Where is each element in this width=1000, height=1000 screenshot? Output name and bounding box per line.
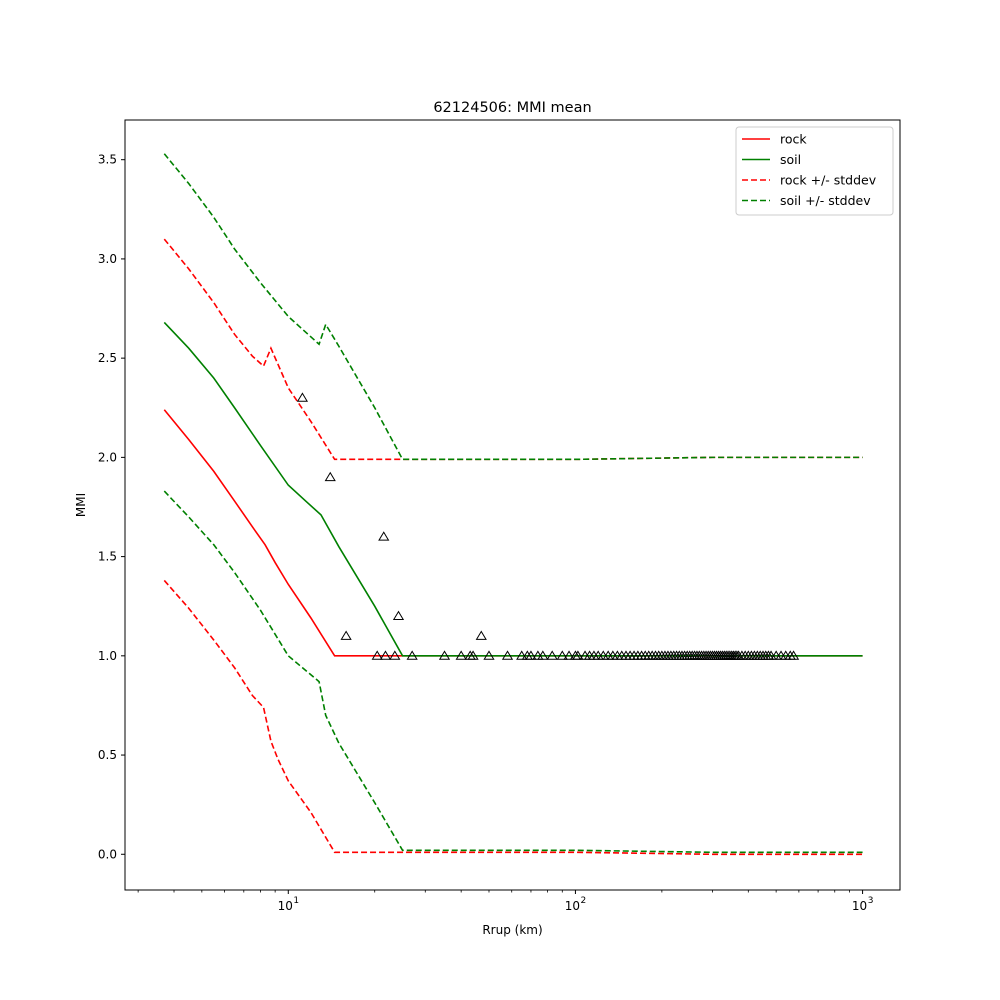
x-axis-label: Rrup (km) <box>482 923 542 937</box>
observation-point <box>438 650 451 660</box>
series-line-rock-stddev-lower <box>163 579 863 856</box>
series-line-soil-stddev <box>163 153 863 461</box>
chart-title: 62124506: MMI mean <box>433 100 591 116</box>
observation-point <box>787 650 800 660</box>
x-tick-exponent: 3 <box>868 896 874 906</box>
x-tick-label: 10 <box>565 899 580 913</box>
legend: rock soil rock +/- stddev soil +/- stddev <box>735 126 894 216</box>
observation-point <box>501 650 514 660</box>
y-tick-label: 1.5 <box>98 550 117 564</box>
y-tick-label: 0.0 <box>98 847 117 861</box>
y-tick-label: 2.0 <box>98 450 117 464</box>
observation-point <box>371 650 383 660</box>
legend-label: rock +/- stddev <box>780 173 877 188</box>
observation-point <box>475 630 487 640</box>
y-axis: 0.0 0.5 1.0 1.5 2.0 2.5 3.0 3.5 <box>98 153 125 861</box>
axes-frame <box>124 119 901 891</box>
observation-point <box>516 650 528 660</box>
x-axis: 10 1 10 2 10 3 <box>137 890 874 913</box>
observation-point <box>340 630 352 640</box>
series-line-soil <box>163 321 863 657</box>
x-tick-exponent: 2 <box>581 896 587 906</box>
x-tick-exponent: 1 <box>293 896 299 906</box>
series-line-soil-stddev-lower <box>163 490 863 854</box>
observation-point <box>563 650 575 660</box>
observation-point <box>406 650 418 660</box>
observation-point <box>537 650 549 660</box>
observation-point <box>546 650 558 660</box>
observation-point <box>556 650 568 660</box>
observation-point <box>379 650 392 660</box>
x-tick-label: 10 <box>278 899 293 913</box>
observation-point <box>389 650 401 660</box>
legend-label: soil <box>780 152 801 167</box>
observation-point <box>572 650 584 660</box>
y-tick-label: 0.5 <box>98 748 117 762</box>
observation-point <box>525 650 537 660</box>
y-tick-label: 3.5 <box>98 153 117 167</box>
observation-point <box>455 650 467 660</box>
x-tick-label: 10 <box>852 899 867 913</box>
observation-point <box>296 392 309 402</box>
y-axis-label: MMI <box>74 493 88 517</box>
legend-box <box>735 126 894 216</box>
legend-label: rock <box>780 132 807 147</box>
legend-label: soil +/- stddev <box>780 193 871 208</box>
observation-point <box>378 531 390 541</box>
observation-point <box>324 471 336 482</box>
y-tick-label: 1.0 <box>98 649 117 663</box>
y-tick-label: 2.5 <box>98 351 117 365</box>
plot-area <box>163 153 863 856</box>
y-tick-label: 3.0 <box>98 252 117 266</box>
observation-point <box>467 650 479 660</box>
observation-point <box>392 610 405 621</box>
observation-point <box>483 650 495 660</box>
